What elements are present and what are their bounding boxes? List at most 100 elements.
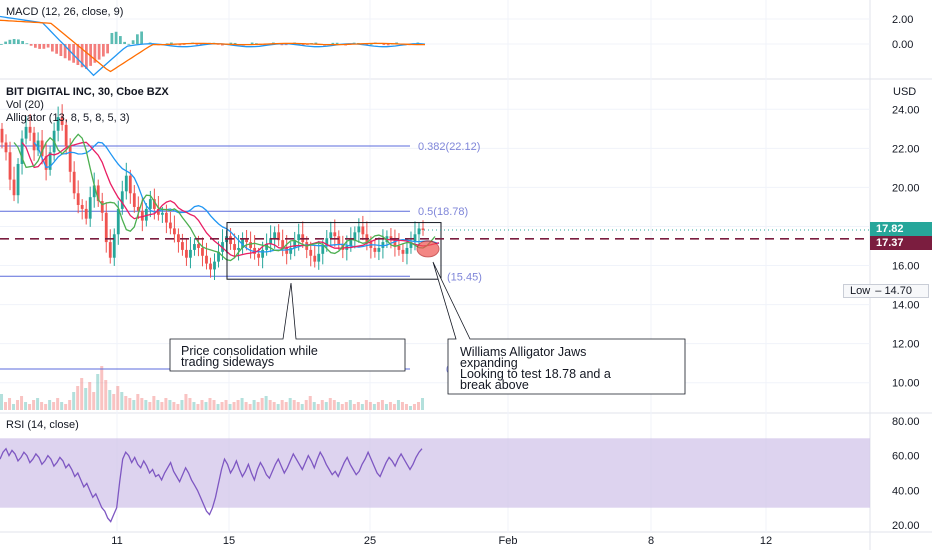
candle-body bbox=[40, 140, 44, 157]
macd-y-tick-label: 2.00 bbox=[892, 14, 913, 26]
macd-histogram-bar bbox=[97, 44, 101, 60]
candle-body bbox=[285, 247, 289, 254]
volume-bar bbox=[392, 404, 396, 410]
rsi-title: RSI (14, close) bbox=[6, 419, 79, 431]
volume-bar bbox=[256, 402, 260, 410]
candle-body bbox=[88, 197, 92, 219]
macd-histogram-bar bbox=[140, 31, 143, 44]
candle-body bbox=[4, 142, 8, 153]
candle-body bbox=[48, 152, 52, 170]
candle-body bbox=[189, 249, 192, 258]
volume-bar bbox=[316, 404, 320, 410]
candle-body bbox=[357, 226, 361, 233]
volume-bar bbox=[312, 402, 316, 410]
volume-bar bbox=[344, 402, 348, 410]
candle-body bbox=[281, 240, 285, 248]
macd-histogram-bar bbox=[102, 44, 105, 57]
candle-body bbox=[313, 255, 317, 262]
volume-bar bbox=[180, 400, 184, 410]
candle-body bbox=[321, 246, 325, 254]
candle-body bbox=[353, 232, 357, 241]
candle-body bbox=[413, 234, 417, 243]
candle-body bbox=[32, 132, 36, 151]
macd-histogram-bar bbox=[17, 39, 20, 44]
volume-bar bbox=[84, 388, 88, 410]
candle-body bbox=[112, 234, 116, 258]
low-value: 14.70 bbox=[884, 285, 912, 297]
volume-bar bbox=[144, 400, 148, 410]
volume-bar bbox=[0, 394, 4, 410]
macd-histogram-bar bbox=[297, 43, 301, 45]
volume-bar bbox=[136, 394, 140, 410]
candle-body bbox=[209, 263, 212, 270]
candle-body bbox=[96, 185, 100, 202]
price-y-tick-label: 22.00 bbox=[892, 143, 920, 155]
volume-bar bbox=[52, 402, 56, 410]
volume-bar bbox=[92, 392, 96, 410]
volume-bar bbox=[64, 404, 68, 410]
candle-body bbox=[373, 247, 377, 252]
candle-body bbox=[205, 255, 208, 264]
volume-bar bbox=[164, 398, 168, 410]
volume-bar bbox=[12, 404, 16, 410]
candle-body bbox=[64, 124, 68, 147]
macd-histogram-bar bbox=[182, 44, 186, 45]
candle-body bbox=[217, 251, 220, 262]
volume-bar bbox=[268, 400, 272, 410]
macd-histogram-bar bbox=[229, 42, 233, 44]
volume-bar bbox=[356, 402, 360, 410]
volume-bar bbox=[8, 398, 12, 410]
volume-bar bbox=[28, 404, 32, 410]
candle-body bbox=[397, 246, 401, 250]
volume-bar bbox=[408, 406, 412, 410]
macd-signal-line bbox=[0, 19, 425, 73]
volume-bar bbox=[32, 400, 36, 410]
volume-bar bbox=[172, 402, 176, 410]
volume-bar bbox=[168, 400, 172, 410]
volume-bar bbox=[192, 402, 196, 410]
callout-alligator-line1: Williams Alligator Jaws bbox=[460, 345, 587, 359]
volume-bar bbox=[20, 396, 24, 410]
volume-bar bbox=[148, 402, 152, 410]
volume-bar bbox=[240, 398, 244, 410]
candle-body bbox=[393, 240, 397, 246]
candle-body bbox=[152, 199, 156, 209]
volume-bar bbox=[300, 404, 304, 410]
macd-histogram-bar bbox=[46, 44, 50, 48]
candle-body bbox=[92, 185, 96, 198]
volume-bar bbox=[176, 404, 180, 410]
candle-body bbox=[381, 242, 385, 248]
candle-body bbox=[417, 228, 421, 235]
candle-body bbox=[173, 228, 176, 235]
candle-body bbox=[20, 138, 24, 164]
consolidation-box bbox=[226, 222, 442, 280]
macd-histogram-bar bbox=[335, 42, 339, 44]
macd-histogram-bar bbox=[127, 43, 131, 45]
macd-histogram-bar bbox=[284, 44, 288, 46]
candle-body bbox=[213, 261, 216, 270]
x-tick-label: 25 bbox=[364, 535, 376, 547]
macd-histogram-bar bbox=[55, 44, 58, 54]
candle-body bbox=[229, 236, 232, 245]
volume-bar bbox=[216, 404, 220, 410]
volume-bar bbox=[16, 400, 20, 410]
rsi-band bbox=[0, 438, 870, 508]
candle-body bbox=[68, 146, 72, 172]
candle-body bbox=[140, 210, 144, 221]
volume-bar bbox=[236, 400, 240, 410]
price-y-tick-label: 14.00 bbox=[892, 300, 920, 312]
macd-histogram-bar bbox=[106, 44, 109, 54]
alligator-jaw-line bbox=[33, 141, 440, 253]
candle-body bbox=[168, 222, 172, 229]
volume-bar bbox=[200, 400, 204, 410]
callout-alligator-box bbox=[432, 261, 686, 395]
macd-histogram-bar bbox=[369, 43, 373, 45]
candle-body bbox=[100, 201, 104, 213]
volume-bar bbox=[248, 404, 252, 410]
candle-body bbox=[144, 208, 148, 221]
volume-bar bbox=[308, 396, 312, 410]
candle-body bbox=[160, 212, 164, 215]
callout-consolidation-line1: Price consolidation while bbox=[181, 344, 318, 358]
